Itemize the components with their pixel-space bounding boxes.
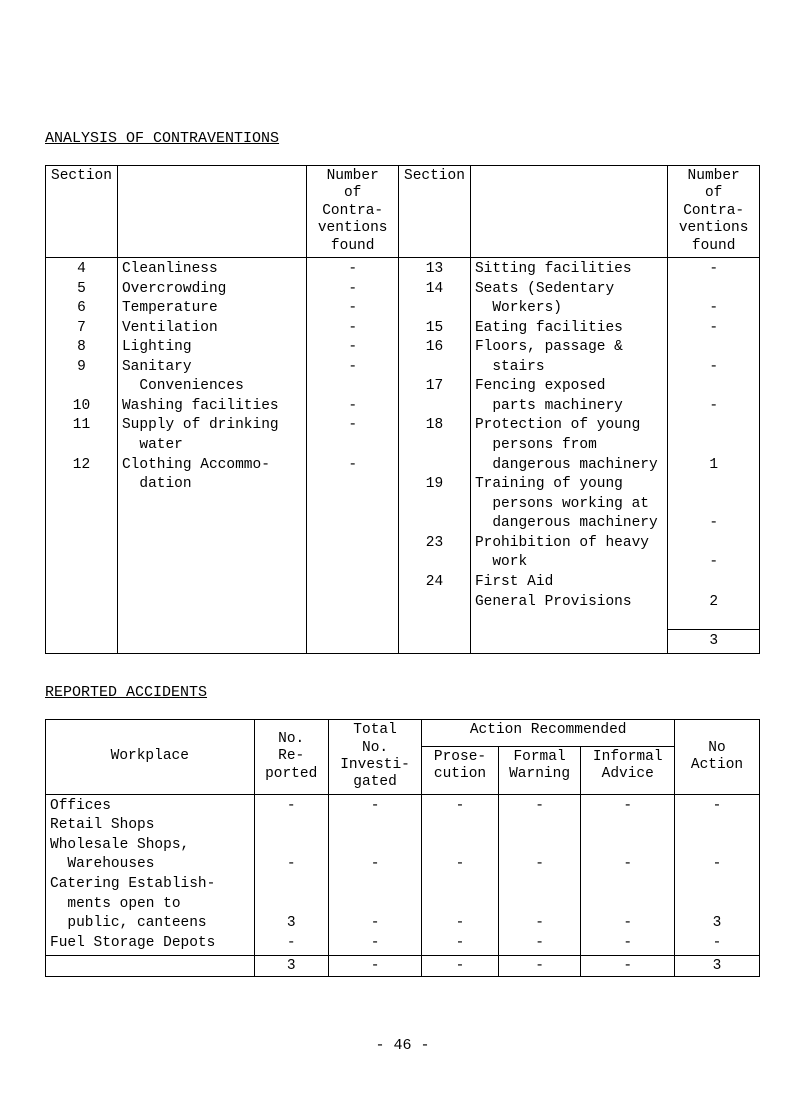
t2-hdr-action: Action Recommended bbox=[422, 720, 675, 747]
t1-right-desc: Sitting facilitiesSeats (Sedentary Worke… bbox=[470, 257, 667, 653]
t1-hdr-blank-l bbox=[117, 166, 306, 258]
t2-workplaces: OfficesRetail ShopsWholesale Shops, Ware… bbox=[46, 794, 255, 956]
t2-total-b: - bbox=[328, 956, 422, 977]
t1-left-nums: 456789 1011 12 bbox=[46, 257, 118, 653]
t2-col-prosecution: - - -- bbox=[422, 794, 498, 956]
t1-right-nums: 1314 1516 17 18 19 23 24 bbox=[398, 257, 470, 653]
t2-hdr-no: No. Re- ported bbox=[254, 720, 328, 795]
t2-total-blank bbox=[46, 956, 255, 977]
t2-hdr-workplace: Workplace bbox=[46, 720, 255, 795]
t2-col-informal: - - -- bbox=[581, 794, 675, 956]
t1-hdr-contra-l: Number of Contra- ventions found bbox=[307, 166, 399, 258]
page-number: - 46 - bbox=[45, 1037, 760, 1054]
t1-right-contra: - -- - - 1 - - 2 3 bbox=[668, 257, 760, 653]
t2-hdr-noaction: No Action bbox=[675, 720, 760, 795]
t2-hdr-inv: Total No. Investi- gated bbox=[328, 720, 422, 795]
t2-total-d: - bbox=[498, 956, 581, 977]
t1-total: 3 bbox=[668, 629, 759, 652]
t1-hdr-section-r: Section bbox=[398, 166, 470, 258]
t1-hdr-section-l: Section bbox=[46, 166, 118, 258]
t2-col-formal: - - -- bbox=[498, 794, 581, 956]
t1-left-contra: ------ -- - bbox=[307, 257, 399, 653]
t1-hdr-blank-r bbox=[470, 166, 667, 258]
t2-total-a: 3 bbox=[254, 956, 328, 977]
table-contraventions: Section Number of Contra- ventions found… bbox=[45, 165, 760, 654]
t1-left-desc: CleanlinessOvercrowdingTemperatureVentil… bbox=[117, 257, 306, 653]
t2-col-noaction: - - 3- bbox=[675, 794, 760, 956]
t2-total-c: - bbox=[422, 956, 498, 977]
heading-accidents: REPORTED ACCIDENTS bbox=[45, 684, 760, 701]
t2-col-reported: - - 3- bbox=[254, 794, 328, 956]
t1-hdr-contra-r: Number of Contra- ventions found bbox=[668, 166, 760, 258]
t2-total-e: - bbox=[581, 956, 675, 977]
t2-hdr-prose: Prose- cution bbox=[422, 747, 498, 795]
t2-hdr-informal: Informal Advice bbox=[581, 747, 675, 795]
heading-analysis: ANALYSIS OF CONTRAVENTIONS bbox=[45, 130, 760, 147]
t2-col-investigated: - - -- bbox=[328, 794, 422, 956]
table-accidents: Workplace No. Re- ported Total No. Inves… bbox=[45, 719, 760, 977]
t2-hdr-formal: Formal Warning bbox=[498, 747, 581, 795]
t2-total-f: 3 bbox=[675, 956, 760, 977]
